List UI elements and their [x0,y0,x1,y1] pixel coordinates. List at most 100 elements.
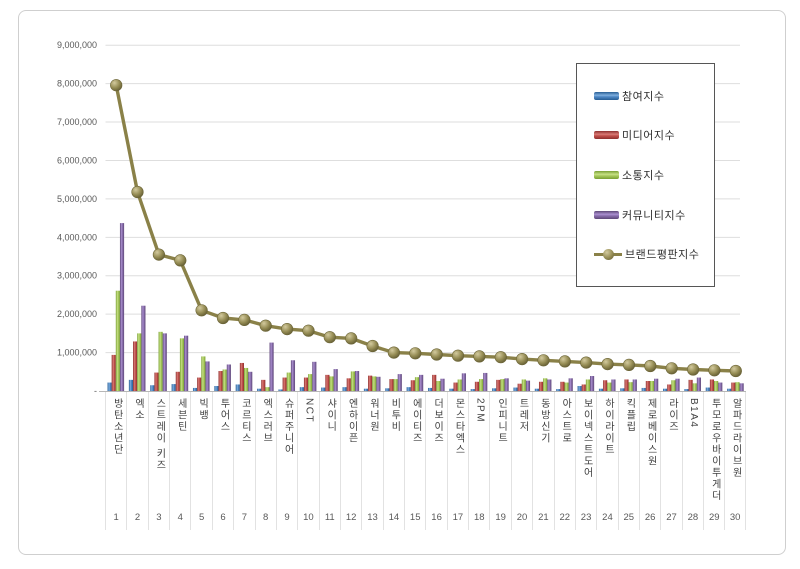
brand-reputation-marker [665,362,678,375]
bar-참여지수 [107,382,112,391]
category-rank: 30 [729,512,741,523]
brand-reputation-marker [644,359,657,373]
category-cell: 투모로우바이투게더 29 [703,392,724,530]
bar-소통지수 [692,383,697,391]
category-cell: 킥플립 25 [617,392,639,530]
bar-커뮤니티지수 [611,379,616,391]
bar-커뮤니티지수 [654,378,659,391]
bar-소통지수 [564,382,569,391]
bar-소통지수 [372,376,377,391]
category-rank: 15 [409,512,421,523]
category-name: 더보이즈 [431,398,443,444]
brand-reputation-marker [708,364,721,377]
bar-참여지수 [449,388,454,391]
brand-reputation-marker [622,358,636,372]
bar-커뮤니티지수 [739,383,744,391]
bar-커뮤니티지수 [226,364,231,391]
brand-reputation-marker [451,349,465,362]
category-name: 2PM [474,398,486,424]
bar-참여지수 [150,385,155,391]
category-name: 스트레이 키즈 [153,398,165,472]
bar-미디어지수 [538,381,544,391]
category-cell: B1A4 28 [681,392,703,530]
category-rank: 16 [431,512,442,523]
bar-소통지수 [436,381,441,391]
category-rank: 3 [156,512,162,523]
bar-소통지수 [479,379,484,391]
bar-미디어지수 [581,384,586,391]
category-rank: 18 [474,512,485,523]
category-cell: 아스트로 22 [553,392,575,530]
bar-참여지수 [534,388,539,391]
category-rank: 14 [388,512,400,523]
category-cell: 샤이니 11 [318,392,340,530]
brand-reputation-marker [494,351,507,364]
category-rank: 26 [644,512,656,523]
legend-label: 미디어지수 [622,130,676,143]
category-name: 인피니트 [495,398,507,444]
category-cell: 워너원 13 [361,392,382,530]
media-index-swatch [594,131,619,140]
bar-참여지수 [214,386,219,391]
brand-reputation-marker [729,364,742,378]
bar-참여지수 [470,389,475,391]
bar-소통지수 [286,372,291,391]
category-rank: 29 [708,512,720,523]
bar-미디어지수 [325,374,330,391]
category-cell: 보이넥스트도어 23 [574,392,596,530]
participation-index-swatch [594,91,619,100]
category-rank: 21 [538,512,549,523]
category-rank: 19 [495,512,506,523]
bar-커뮤니티지수 [632,379,637,391]
brand-reputation-marker [430,348,443,361]
category-rank: 7 [241,512,247,523]
bar-참여지수 [513,387,518,391]
category-cell: 제로베이스원 26 [638,392,660,530]
brand-reputation-marker [580,356,593,369]
bar-소통지수 [735,382,740,391]
bar-커뮤니티지수 [333,369,338,391]
bar-커뮤니티지수 [248,371,253,391]
brand-reputation-marker [259,319,272,332]
brand-reputation-marker [238,313,251,327]
bar-커뮤니티지수 [696,377,701,391]
bar-참여지수 [427,387,433,391]
brand-reputation-marker [345,332,358,345]
y-axis-label: 5,000,000 [57,194,97,204]
bar-커뮤니티지수 [675,378,680,391]
bar-참여지수 [705,387,710,391]
category-rank: 5 [198,512,205,523]
bar-커뮤니티지수 [504,378,509,391]
bar-미디어지수 [453,382,458,391]
bar-커뮤니티지수 [419,374,424,391]
category-cell: 알파드라이브원 30 [724,392,746,530]
bar-커뮤니티지수 [397,374,402,391]
x-axis-category-labels: 방탄소년단 1 엑소 2 스트레이 키즈 3 세븐틴 4 빅뱅 5 투어스 6 코르티스 7 엑스러브 8 슈퍼… [105,392,746,530]
bar-커뮤니티지수 [205,361,210,391]
brand-reputation-marker [409,347,422,360]
category-name: 방탄소년단 [111,398,123,456]
category-name: 엑스러브 [260,398,272,444]
bar-미디어지수 [303,377,309,391]
category-name: 비투비 [388,398,400,433]
bar-참여지수 [321,387,326,391]
category-rank: 24 [602,512,613,523]
bar-참여지수 [278,389,283,391]
bar-커뮤니티지수 [590,376,595,391]
category-cell: 하이라이트 24 [596,392,617,530]
category-rank: 1 [113,512,119,523]
bar-소통지수 [457,379,462,391]
category-name: 에이티즈 [410,398,422,444]
y-axis-label: 7,000,000 [57,117,97,127]
category-name: 몬스타엑스 [452,398,464,456]
bar-소통지수 [179,338,185,391]
bar-커뮤니티지수 [354,371,360,391]
bar-소통지수 [671,380,676,391]
category-name: 아스트로 [559,398,571,444]
brand-reputation-marker [110,79,123,92]
category-cell: 투어스 6 [211,392,233,530]
bar-미디어지수 [346,378,351,391]
category-rank: 27 [666,512,677,523]
bar-미디어지수 [154,372,159,391]
